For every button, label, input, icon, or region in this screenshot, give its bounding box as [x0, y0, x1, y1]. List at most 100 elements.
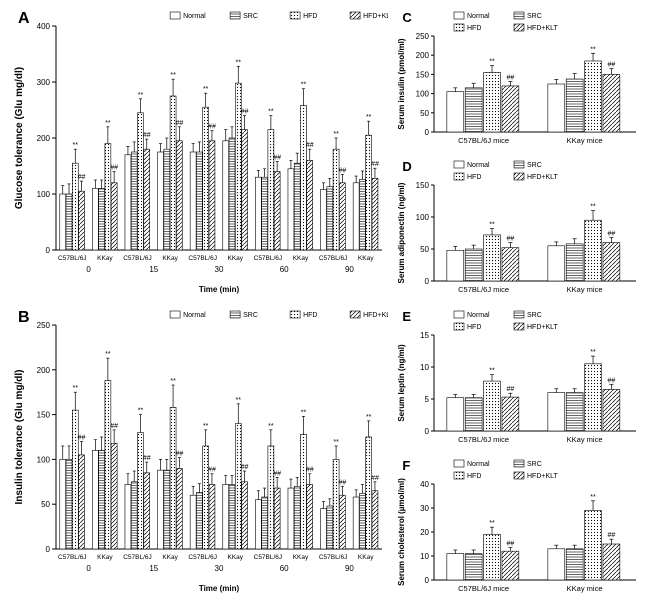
legend-label: HFD+KLT [363, 13, 388, 20]
y-tick-label: 15 [420, 331, 429, 340]
sig-marker: ## [143, 455, 151, 462]
subgroup-label: C57BL/6J [254, 554, 283, 561]
panel-a: A 0100200300400Glucose tolerance (Glu mg… [8, 8, 388, 303]
legend-swatch [350, 311, 360, 318]
figure-grid: A 0100200300400Glucose tolerance (Glu mg… [8, 8, 642, 598]
y-tick-label: 0 [425, 277, 430, 286]
legend-swatch [514, 12, 524, 19]
y-tick-label: 100 [37, 455, 51, 464]
subgroup-label: C57BL/6J [254, 255, 283, 262]
bar [235, 424, 241, 549]
sig-marker: ** [73, 142, 79, 149]
bar [502, 247, 519, 280]
panel-b: B 050100150200250Insulin tolerance (Glu … [8, 307, 388, 602]
bar [158, 152, 164, 250]
bar [196, 152, 202, 250]
bar [585, 61, 602, 132]
legend-swatch [290, 12, 300, 19]
panel-d-chart: 050100150Serum adiponectin (ng/ml)**##C5… [392, 157, 640, 299]
sig-marker: ** [591, 349, 597, 356]
bar [262, 177, 268, 250]
bar [502, 86, 519, 132]
legend-swatch [454, 12, 464, 19]
sig-marker: ## [110, 423, 118, 430]
y-tick-label: 200 [37, 366, 51, 375]
y-tick-label: 0 [46, 246, 51, 255]
legend-swatch [290, 311, 300, 318]
panel-a-label: A [18, 10, 30, 28]
group-label: KKay mice [567, 136, 603, 145]
bar [288, 488, 294, 549]
panel-e-label: E [402, 309, 411, 324]
y-tick-label: 5 [425, 395, 430, 404]
legend-swatch [514, 24, 524, 31]
legend-label: SRC [527, 461, 542, 468]
panel-f-chart: 010203040Serum cholesterol (µmol/ml)**##… [392, 456, 640, 598]
sig-marker: ## [78, 174, 86, 181]
bar [327, 187, 333, 250]
sig-marker: ## [78, 434, 86, 441]
legend-label: HFD+KLT [527, 473, 559, 480]
group-label: C57BL/6J mice [459, 584, 510, 593]
bar [502, 551, 519, 580]
panel-d-label: D [402, 159, 411, 174]
bar [144, 473, 150, 549]
bar [158, 470, 164, 549]
group-label: KKay mice [567, 584, 603, 593]
bar [92, 450, 98, 549]
sig-marker: ## [273, 470, 281, 477]
y-axis-title: Serum adiponectin (ng/ml) [397, 182, 406, 283]
subgroup-label: C57BL/6J [188, 554, 217, 561]
legend-label: Normal [467, 13, 490, 20]
bar [105, 144, 111, 250]
legend-swatch [454, 311, 464, 318]
bar [366, 437, 372, 549]
subgroup-label: C57BL/6J [58, 554, 87, 561]
timepoint-label: 0 [86, 564, 91, 573]
legend-label: SRC [243, 312, 258, 319]
y-tick-label: 20 [420, 528, 429, 537]
y-tick-label: 0 [425, 128, 430, 137]
bar [372, 178, 378, 250]
bar [223, 484, 229, 549]
y-tick-label: 30 [420, 504, 429, 513]
panel-f-label: F [402, 458, 410, 473]
legend-swatch [514, 311, 524, 318]
y-tick-label: 50 [41, 500, 50, 509]
legend-label: SRC [527, 13, 542, 20]
bar [585, 510, 602, 580]
panel-f: F 010203040Serum cholesterol (µmol/ml)**… [392, 456, 646, 603]
bar [255, 500, 261, 549]
bar [567, 79, 584, 132]
sig-marker: ## [306, 142, 314, 149]
timepoint-label: 15 [149, 265, 158, 274]
legend-label: HFD [467, 473, 481, 480]
bar [66, 459, 72, 549]
sig-marker: ** [105, 120, 111, 127]
sig-marker: ** [138, 92, 144, 99]
y-axis-title: Insulin tolerance (Glu mg/dl) [14, 369, 25, 504]
bar [353, 183, 359, 250]
bar [466, 88, 483, 132]
bar [209, 484, 215, 549]
bar [60, 194, 66, 250]
legend-swatch [514, 173, 524, 180]
bar [92, 188, 98, 250]
sig-marker: ** [73, 385, 79, 392]
y-tick-label: 0 [46, 545, 51, 554]
bar [274, 488, 280, 549]
y-axis-title: Glucose tolerance (Glu mg/dl) [14, 67, 25, 209]
y-tick-label: 150 [37, 411, 51, 420]
sig-marker: ** [301, 409, 307, 416]
bar [170, 407, 176, 549]
legend-label: HFD [467, 174, 481, 181]
legend-label: HFD [303, 13, 317, 20]
bar [131, 152, 137, 250]
panel-c-label: C [402, 10, 411, 25]
sig-marker: ## [507, 540, 515, 547]
sig-marker: ## [338, 167, 346, 174]
timepoint-label: 90 [345, 265, 354, 274]
y-tick-label: 50 [420, 109, 429, 118]
bar [288, 169, 294, 250]
legend-label: HFD [303, 312, 317, 319]
